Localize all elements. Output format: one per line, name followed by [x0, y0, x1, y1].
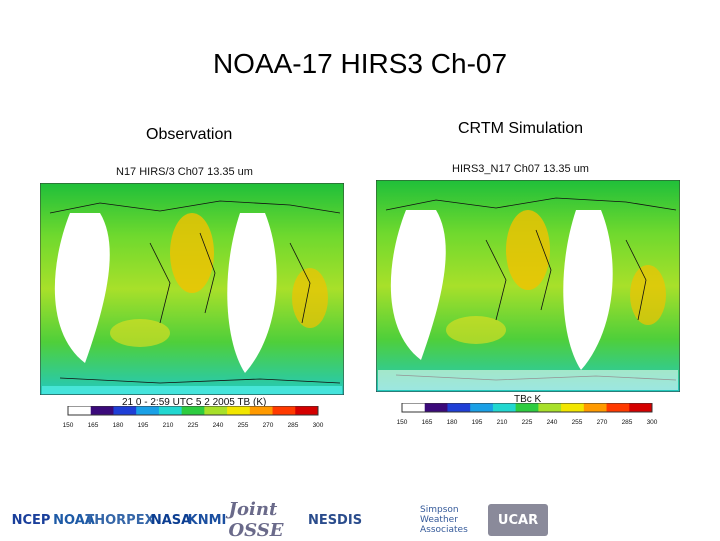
logo-thorpex: THORPEX: [85, 512, 155, 528]
colorbar-swatch: [515, 403, 539, 412]
colorbar-tick-label: 150: [63, 422, 74, 429]
colorbar-tick-label: 270: [263, 422, 274, 429]
colorbar-swatch: [492, 403, 517, 412]
colorbar-tick-label: 225: [188, 422, 199, 429]
logo-noaa: NOAA: [53, 512, 95, 528]
colorbar-swatch: [158, 406, 183, 415]
colorbar-swatch: [470, 403, 494, 412]
colorbar-tick-label: 210: [163, 422, 174, 429]
colorbar-tick-label: 240: [213, 422, 224, 429]
colorbar-swatch: [402, 403, 426, 412]
colorbar-swatch: [249, 406, 274, 415]
logo-ucar: UCAR: [488, 504, 548, 536]
colorbar-frame: [67, 406, 319, 416]
colorbar-tick-label: 225: [522, 419, 533, 426]
crtm-simulation-label: CRTM Simulation: [458, 120, 584, 137]
simulation-coastlines: [385, 197, 677, 381]
colorbar-swatch: [204, 406, 228, 415]
colorbar-swatch: [181, 406, 205, 415]
colorbar-swatch: [606, 403, 630, 412]
observation-coastlines: [49, 200, 341, 384]
colorbar-tick-label: 195: [138, 422, 149, 429]
colorbar-tick-label: 180: [447, 419, 458, 426]
colorbar-swatch: [68, 406, 92, 415]
logo-knmi: KNMI: [187, 512, 227, 528]
observation-map-caption: 21 0 - 2:59 UTC 5 2 2005 TB (K): [122, 397, 267, 408]
colorbar-tick-label: 240: [547, 419, 558, 426]
logo-ncep: NCEP: [11, 512, 51, 528]
colorbar-tick-label: 165: [88, 422, 99, 429]
logo-nasa: NASA: [150, 512, 192, 528]
simulation-map-title: HIRS3_N17 Ch07 13.35 um: [452, 163, 589, 175]
colorbar-tick-label: 255: [238, 422, 249, 429]
colorbar-swatch: [113, 406, 137, 415]
simulation-map-caption: TBc K: [514, 394, 542, 405]
slide-title: NOAA-17 HIRS3 Ch-07: [212, 48, 508, 79]
colorbar-tick-label: 300: [647, 419, 658, 426]
colorbar-tick-label: 195: [472, 419, 483, 426]
observation-gap-left: [54, 213, 110, 363]
simulation-gap-right: [563, 210, 613, 370]
observation-label: Observation: [146, 126, 233, 143]
colorbar-swatch: [561, 403, 585, 412]
observation-gap-right: [227, 213, 277, 373]
colorbar-swatch: [629, 403, 653, 412]
colorbar-swatch: [90, 406, 114, 415]
simulation-colorbar: 150 165 180 195 210 225 240 255 270 285 300: [397, 403, 658, 426]
colorbar-tick-label: 180: [113, 422, 124, 429]
observation-map: [40, 183, 344, 395]
partner-logo-strip: NCEP NOAA THORPEX NASA KNMI Joint OSSE NESDIS S…: [0, 499, 720, 541]
colorbar-frame: [401, 403, 653, 413]
colorbar-swatch: [295, 406, 319, 415]
colorbar-tick-label: 150: [397, 419, 408, 426]
colorbar-tick-label: 165: [422, 419, 433, 426]
colorbar-swatch: [424, 403, 448, 412]
observation-colorbar: 150 165 180 195 210 225 240 255 270 285 300: [63, 406, 324, 429]
colorbar-swatch: [538, 403, 562, 412]
colorbar-swatch: [272, 406, 296, 415]
colorbar-tick-label: 210: [497, 419, 508, 426]
colorbar-swatch: [447, 403, 471, 412]
logo-nesdis: NESDIS: [307, 512, 363, 528]
colorbar-tick-label: 300: [313, 422, 324, 429]
logo-simpson-weather-associates: Simpson Weather Associates: [420, 505, 468, 535]
colorbar-tick-label: 285: [622, 419, 633, 426]
observation-map-title: N17 HIRS/3 Ch07 13.35 um: [116, 166, 253, 178]
colorbar-tick-label: 285: [288, 422, 299, 429]
simulation-gap-left: [390, 210, 446, 360]
colorbar-swatch: [583, 403, 608, 412]
logo-joint-osse: Joint OSSE: [228, 499, 284, 541]
colorbar-swatch: [227, 406, 251, 415]
simulation-map: [376, 180, 680, 392]
colorbar-swatch: [136, 406, 160, 415]
colorbar-tick-label: 255: [572, 419, 583, 426]
colorbar-tick-label: 270: [597, 419, 608, 426]
